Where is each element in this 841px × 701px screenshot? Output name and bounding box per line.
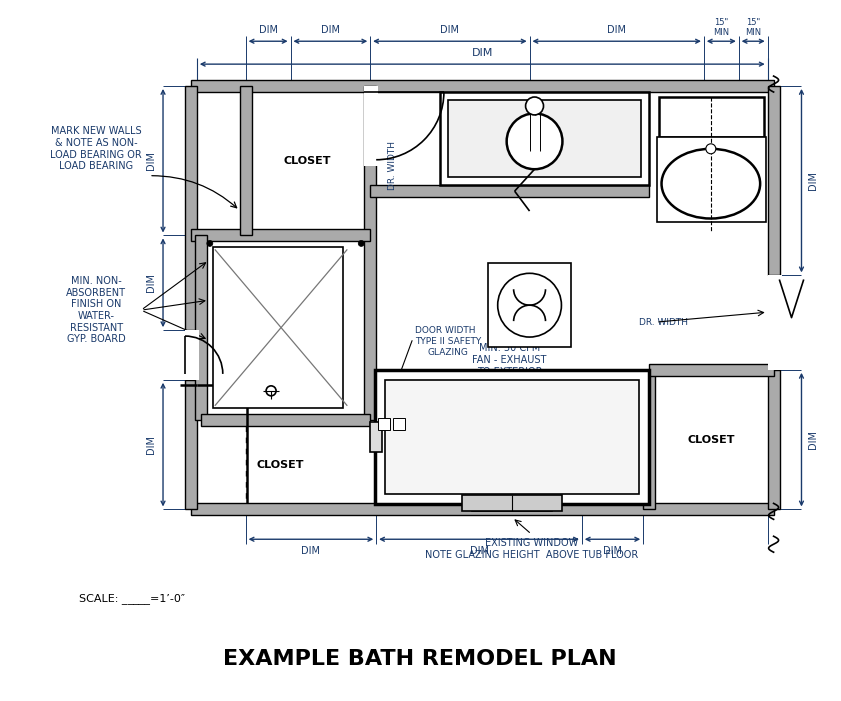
Text: DR. WIDTH: DR. WIDTH <box>388 141 397 190</box>
Bar <box>191 80 774 92</box>
Bar <box>201 414 370 426</box>
Bar <box>768 275 781 370</box>
Bar <box>213 247 343 408</box>
Circle shape <box>706 144 716 154</box>
Bar <box>463 496 562 511</box>
Text: MIN. 50 CFM
FAN - EXHAUST
TO EXTERIOR: MIN. 50 CFM FAN - EXHAUST TO EXTERIOR <box>473 343 547 376</box>
Text: DR. WIDTH: DR. WIDTH <box>639 318 688 327</box>
Text: TYPE II SAFETY
GLAZING: TYPE II SAFETY GLAZING <box>415 337 481 357</box>
Text: DIM: DIM <box>321 25 340 35</box>
Text: DIM: DIM <box>258 25 278 35</box>
Bar <box>659 97 764 137</box>
Text: MARK NEW WALLS
& NOTE AS NON-
LOAD BEARING OR
LOAD BEARING: MARK NEW WALLS & NOTE AS NON- LOAD BEARI… <box>50 126 142 171</box>
Bar <box>488 264 571 347</box>
Circle shape <box>266 386 276 396</box>
Bar <box>649 364 774 376</box>
Bar <box>378 418 390 430</box>
Circle shape <box>498 273 562 337</box>
Circle shape <box>506 114 563 169</box>
Text: SCALE: _____=1’-0″: SCALE: _____=1’-0″ <box>79 594 185 604</box>
Text: DIM: DIM <box>603 546 622 556</box>
Text: CLOSET: CLOSET <box>687 435 734 444</box>
Text: DIM: DIM <box>607 25 627 35</box>
Bar <box>185 380 197 510</box>
Bar <box>191 229 370 241</box>
Text: DIM: DIM <box>146 435 156 454</box>
Text: DIM: DIM <box>441 25 459 35</box>
Bar <box>440 92 649 184</box>
Bar <box>370 184 649 196</box>
Bar <box>393 418 405 430</box>
Circle shape <box>358 240 364 247</box>
Bar <box>185 330 198 380</box>
Text: DIM: DIM <box>469 546 489 556</box>
Bar <box>364 86 378 165</box>
Text: MIN. NON-
ABSORBENT
FINISH ON
WATER-
RESISTANT
GYP. BOARD: MIN. NON- ABSORBENT FINISH ON WATER- RES… <box>66 276 126 344</box>
Circle shape <box>207 240 213 247</box>
Bar <box>473 499 552 511</box>
Bar <box>191 503 774 515</box>
Text: TUB: TUB <box>498 430 526 443</box>
Bar <box>185 86 197 330</box>
Ellipse shape <box>662 149 760 219</box>
Text: EXISTING WINDOW
NOTE GLAZING HEIGHT  ABOVE TUB FLOOR: EXISTING WINDOW NOTE GLAZING HEIGHT ABOV… <box>425 538 638 560</box>
Bar <box>364 86 376 420</box>
Text: DIM: DIM <box>808 430 818 449</box>
Bar <box>768 370 780 510</box>
Text: 15"
MIN: 15" MIN <box>713 18 729 37</box>
Bar <box>768 86 780 275</box>
Text: DIM: DIM <box>472 48 493 58</box>
Bar <box>375 370 649 505</box>
Text: DIM: DIM <box>146 273 156 292</box>
Bar <box>643 370 655 510</box>
Text: DIM: DIM <box>808 171 818 190</box>
Bar <box>240 86 251 236</box>
Bar <box>657 137 765 222</box>
Bar <box>448 100 641 177</box>
Text: EXAMPLE BATH REMODEL PLAN: EXAMPLE BATH REMODEL PLAN <box>223 648 616 669</box>
Text: DIM: DIM <box>146 151 156 170</box>
Text: DIM: DIM <box>301 546 320 556</box>
Text: SHOWER: SHOWER <box>255 337 310 347</box>
Text: CLOSET: CLOSET <box>257 460 304 470</box>
Text: 15"
MIN: 15" MIN <box>745 18 761 37</box>
Text: DOOR WIDTH: DOOR WIDTH <box>415 325 475 334</box>
Bar <box>195 236 207 420</box>
Circle shape <box>526 97 543 115</box>
Bar <box>370 422 382 451</box>
Bar <box>385 380 639 494</box>
Text: CLOSET: CLOSET <box>283 156 331 165</box>
